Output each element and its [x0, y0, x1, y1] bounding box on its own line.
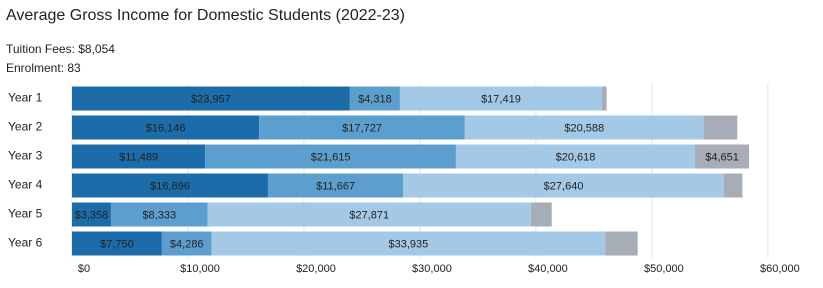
x-tick-label: $20,000 [296, 263, 336, 275]
value-label: $20,588 [564, 122, 604, 134]
chart-title: Average Gross Income for Domestic Studen… [6, 7, 405, 24]
bar-segment [211, 231, 606, 256]
bar-segment [695, 144, 750, 169]
value-label: $20,618 [556, 151, 596, 163]
x-tick-label: $0 [78, 263, 90, 275]
x-tick-label: $60,000 [760, 263, 800, 275]
bar-segment [605, 231, 638, 256]
bar-segment [110, 202, 208, 227]
value-label: $16,896 [150, 180, 190, 192]
bar-segment [723, 173, 743, 198]
bar-segment [601, 86, 607, 111]
value-label: $4,286 [170, 238, 204, 250]
bar-segment [72, 231, 162, 256]
annotation: Enrolment: 83 [6, 61, 81, 75]
value-label: $23,957 [191, 93, 231, 105]
value-label: $16,146 [146, 122, 186, 134]
bar-segment [72, 202, 111, 227]
value-label: $8,333 [142, 209, 176, 221]
bar-segment [207, 202, 531, 227]
value-label: $27,871 [349, 209, 389, 221]
bar-segment [464, 115, 704, 140]
x-tick-label: $30,000 [412, 263, 452, 275]
value-label: $3,358 [75, 209, 109, 221]
value-label: $17,419 [481, 93, 521, 105]
bar-segment [72, 86, 350, 111]
value-label: $21,615 [311, 151, 351, 163]
bar-segment [72, 173, 268, 198]
value-label: $7,750 [100, 238, 134, 250]
y-tick-label: Year 3 [8, 149, 43, 163]
bar-segment [259, 115, 465, 140]
value-label: $11,489 [119, 151, 158, 163]
y-tick-label: Year 2 [8, 120, 43, 134]
y-tick-label: Year 4 [8, 178, 43, 192]
bar-segment [455, 144, 696, 169]
y-tick-label: Year 5 [8, 207, 43, 221]
value-label: $4,651 [705, 151, 739, 163]
x-tick-label: $10,000 [180, 263, 220, 275]
bar-segment [267, 173, 404, 198]
bar-segment [72, 115, 260, 140]
bar-segment [349, 86, 400, 111]
bar-segment [403, 173, 724, 198]
value-label: $17,727 [342, 122, 382, 134]
x-tick-label: $40,000 [528, 263, 568, 275]
value-label: $11,667 [316, 180, 355, 192]
bar-segment [399, 86, 602, 111]
bar-segment [161, 231, 212, 256]
value-label: $27,640 [544, 180, 584, 192]
annotation: Tuition Fees: $8,054 [6, 42, 115, 56]
x-tick-label: $50,000 [644, 263, 684, 275]
bar-segment [72, 144, 206, 169]
bar-segment [530, 202, 552, 227]
y-tick-label: Year 1 [8, 91, 43, 105]
bar-segment [703, 115, 738, 140]
y-tick-label: Year 6 [8, 236, 43, 250]
bar-segment [205, 144, 456, 169]
value-label: $33,935 [389, 238, 429, 250]
value-label: $4,318 [358, 93, 392, 105]
